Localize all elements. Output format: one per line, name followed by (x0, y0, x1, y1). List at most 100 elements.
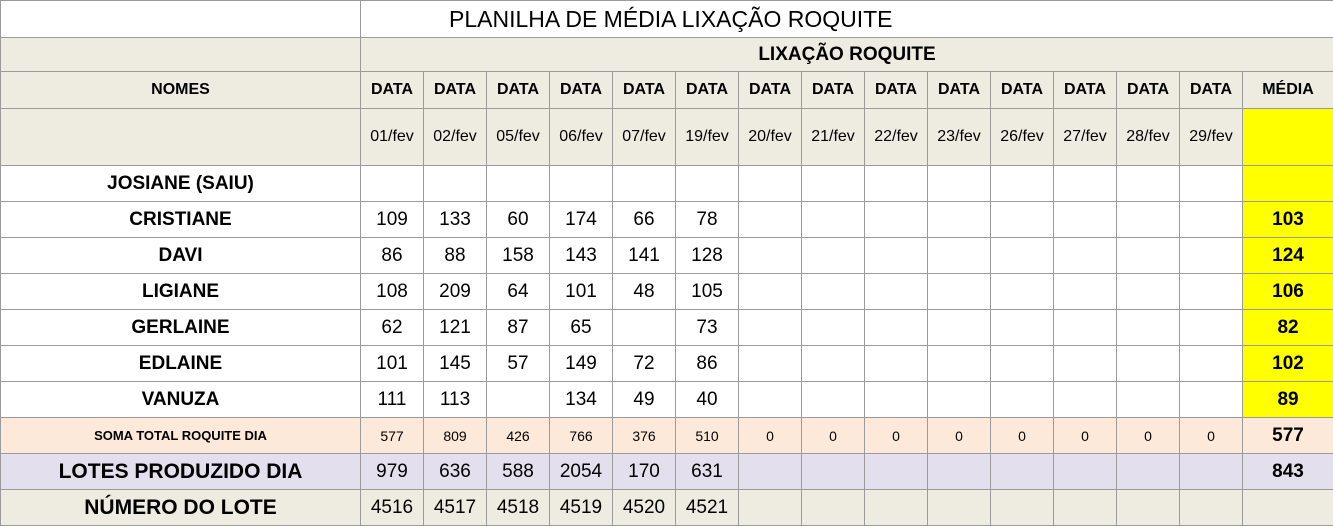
date-cell[interactable]: 21/fev (802, 109, 865, 166)
media-cell[interactable]: 89 (1243, 382, 1333, 418)
value-cell[interactable] (1117, 274, 1180, 310)
value-cell[interactable] (1117, 310, 1180, 346)
value-cell[interactable] (928, 274, 991, 310)
value-cell[interactable] (991, 238, 1054, 274)
media-cell[interactable]: 103 (1243, 202, 1333, 238)
header-data-cell[interactable]: DATA (1180, 72, 1243, 109)
value-cell[interactable] (865, 166, 928, 202)
value-cell[interactable]: 141 (613, 238, 676, 274)
soma-value-cell[interactable]: 0 (1117, 418, 1180, 454)
date-cell[interactable]: 26/fev (991, 109, 1054, 166)
soma-value-cell[interactable]: 510 (676, 418, 739, 454)
value-cell[interactable] (802, 346, 865, 382)
employee-name[interactable]: JOSIANE (SAIU) (1, 166, 361, 202)
value-cell[interactable]: 73 (676, 310, 739, 346)
value-cell[interactable]: 49 (613, 382, 676, 418)
lotes-value-cell[interactable]: 631 (676, 454, 739, 490)
header-data-cell[interactable]: DATA (1054, 72, 1117, 109)
value-cell[interactable] (487, 166, 550, 202)
media-cell[interactable] (1243, 166, 1333, 202)
value-cell[interactable]: 60 (487, 202, 550, 238)
date-cell[interactable]: 29/fev (1180, 109, 1243, 166)
value-cell[interactable]: 66 (613, 202, 676, 238)
lotes-value-cell[interactable] (1117, 454, 1180, 490)
value-cell[interactable]: 158 (487, 238, 550, 274)
value-cell[interactable] (1054, 274, 1117, 310)
value-cell[interactable] (865, 346, 928, 382)
value-cell[interactable] (865, 274, 928, 310)
header-data-cell[interactable]: DATA (361, 72, 424, 109)
value-cell[interactable] (739, 382, 802, 418)
value-cell[interactable]: 145 (424, 346, 487, 382)
header-data-cell[interactable]: DATA (487, 72, 550, 109)
soma-value-cell[interactable]: 766 (550, 418, 613, 454)
sheet-title[interactable]: PLANILHA DE MÉDIA LIXAÇÃO ROQUITE (361, 1, 1333, 38)
value-cell[interactable] (1180, 202, 1243, 238)
value-cell[interactable] (613, 166, 676, 202)
date-cell[interactable]: 07/fev (613, 109, 676, 166)
value-cell[interactable] (739, 202, 802, 238)
soma-value-cell[interactable]: 809 (424, 418, 487, 454)
header-data-cell[interactable]: DATA (739, 72, 802, 109)
value-cell[interactable] (424, 166, 487, 202)
value-cell[interactable] (928, 382, 991, 418)
employee-name[interactable]: EDLAINE (1, 346, 361, 382)
value-cell[interactable] (928, 346, 991, 382)
date-cell[interactable]: 05/fev (487, 109, 550, 166)
numero-value-cell[interactable] (865, 490, 928, 526)
value-cell[interactable] (1180, 346, 1243, 382)
soma-value-cell[interactable]: 0 (928, 418, 991, 454)
value-cell[interactable]: 87 (487, 310, 550, 346)
value-cell[interactable]: 121 (424, 310, 487, 346)
value-cell[interactable]: 149 (550, 346, 613, 382)
value-cell[interactable] (991, 310, 1054, 346)
soma-value-cell[interactable]: 0 (802, 418, 865, 454)
lotes-value-cell[interactable] (739, 454, 802, 490)
value-cell[interactable] (1117, 202, 1180, 238)
numero-value-cell[interactable]: 4520 (613, 490, 676, 526)
numero-value-cell[interactable] (928, 490, 991, 526)
soma-value-cell[interactable]: 0 (1054, 418, 1117, 454)
value-cell[interactable]: 111 (361, 382, 424, 418)
header-data-cell[interactable]: DATA (550, 72, 613, 109)
header-names[interactable]: NOMES (1, 72, 361, 109)
date-cell[interactable]: 06/fev (550, 109, 613, 166)
value-cell[interactable] (802, 382, 865, 418)
header-media[interactable]: MÉDIA (1243, 72, 1333, 109)
value-cell[interactable] (802, 166, 865, 202)
header-data-cell[interactable]: DATA (865, 72, 928, 109)
date-cell[interactable]: 01/fev (361, 109, 424, 166)
media-cell[interactable]: 82 (1243, 310, 1333, 346)
value-cell[interactable] (928, 238, 991, 274)
value-cell[interactable]: 108 (361, 274, 424, 310)
value-cell[interactable] (928, 310, 991, 346)
value-cell[interactable] (802, 238, 865, 274)
numero-label[interactable]: NÚMERO DO LOTE (1, 490, 361, 526)
lotes-value-cell[interactable]: 170 (613, 454, 676, 490)
value-cell[interactable] (1054, 382, 1117, 418)
lotes-value-cell[interactable] (1054, 454, 1117, 490)
value-cell[interactable]: 109 (361, 202, 424, 238)
subtitle-blank-cell[interactable] (1, 38, 361, 72)
value-cell[interactable] (676, 166, 739, 202)
date-cell[interactable]: 27/fev (1054, 109, 1117, 166)
date-cell[interactable]: 20/fev (739, 109, 802, 166)
value-cell[interactable] (865, 382, 928, 418)
lotes-value-cell[interactable] (991, 454, 1054, 490)
header-data-cell[interactable]: DATA (676, 72, 739, 109)
value-cell[interactable] (1180, 274, 1243, 310)
lotes-value-cell[interactable] (1180, 454, 1243, 490)
value-cell[interactable]: 209 (424, 274, 487, 310)
value-cell[interactable]: 133 (424, 202, 487, 238)
value-cell[interactable]: 88 (424, 238, 487, 274)
value-cell[interactable] (739, 274, 802, 310)
value-cell[interactable] (1054, 202, 1117, 238)
value-cell[interactable]: 40 (676, 382, 739, 418)
value-cell[interactable] (1117, 382, 1180, 418)
value-cell[interactable]: 86 (361, 238, 424, 274)
date-cell[interactable]: 19/fev (676, 109, 739, 166)
media-cell[interactable]: 124 (1243, 238, 1333, 274)
value-cell[interactable]: 62 (361, 310, 424, 346)
value-cell[interactable] (739, 238, 802, 274)
lotes-media-cell[interactable]: 843 (1243, 454, 1333, 490)
